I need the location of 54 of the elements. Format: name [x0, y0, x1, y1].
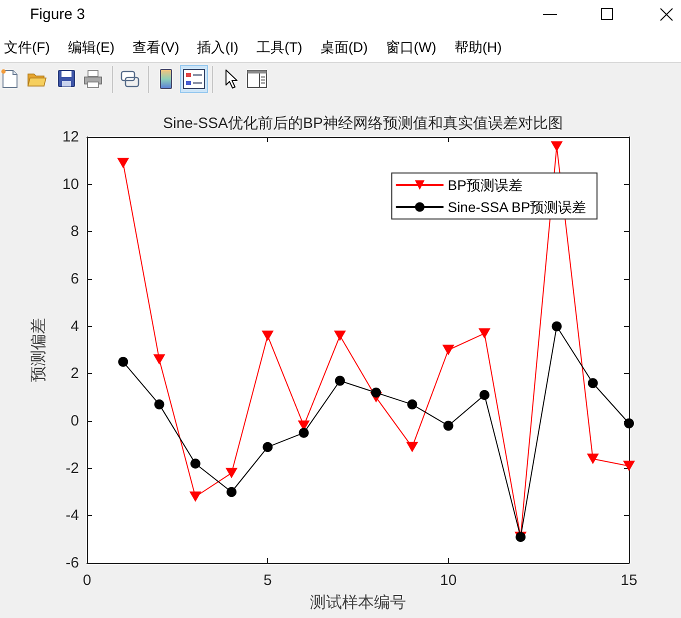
- point: [190, 458, 200, 469]
- point: [479, 390, 490, 400]
- y-tick-label: -4: [66, 507, 79, 524]
- legend-label: Sine-SSA BP预测误差: [448, 199, 586, 215]
- y-tick-label: 8: [70, 223, 79, 240]
- y-tick-label: 0: [70, 412, 79, 430]
- x-axis-title: 测试样本编号: [310, 594, 406, 612]
- point: [334, 330, 346, 341]
- text: 插入(I): [197, 38, 238, 57]
- x-tick-label: 15: [620, 572, 638, 589]
- point: [624, 418, 634, 428]
- point: [153, 354, 166, 365]
- y-tick-label: 6: [70, 270, 79, 288]
- point: [478, 328, 490, 339]
- point: [226, 487, 237, 497]
- point: [262, 442, 273, 452]
- point: [371, 388, 382, 398]
- y-tick-label: 10: [62, 176, 79, 193]
- text: 工具(T): [256, 38, 302, 57]
- x-tick-label: 0: [82, 572, 92, 589]
- point: [117, 158, 130, 168]
- caption: Figure 3: [30, 5, 86, 25]
- x-tick-label: 10: [440, 572, 457, 589]
- text: 桌面(D): [320, 38, 368, 57]
- y-tick-label: 12: [62, 128, 79, 146]
- point: [586, 454, 599, 464]
- point: [406, 442, 418, 452]
- chart-title: Sine-SSA优化前后的BP神经网络预测值和真实值误差对比图: [162, 115, 564, 132]
- point: [189, 492, 202, 502]
- legend-label: BP预测误差: [448, 177, 522, 193]
- y-tick-label: -2: [66, 460, 79, 477]
- point: [226, 468, 238, 478]
- point: [407, 399, 418, 410]
- point: [588, 378, 598, 388]
- text: 编辑(E): [68, 38, 115, 57]
- x-tick-label: 5: [263, 572, 272, 589]
- point: [443, 420, 454, 431]
- y-tick-label: -6: [66, 554, 79, 572]
- text: 查看(V): [132, 38, 180, 57]
- point: [552, 321, 562, 332]
- point: [442, 344, 454, 356]
- text: 文件(F): [4, 38, 50, 57]
- text: 帮助(H): [454, 38, 502, 57]
- y-tick-label: 4: [70, 318, 79, 335]
- point: [550, 141, 563, 152]
- point: [262, 330, 274, 341]
- text: 窗口(W): [386, 38, 436, 57]
- y-tick-label: 2: [70, 365, 79, 382]
- point: [154, 399, 164, 410]
- y-axis-title: 预测偏差: [30, 318, 48, 382]
- point: [298, 428, 309, 438]
- point: [334, 376, 345, 386]
- point: [623, 460, 635, 472]
- point: [118, 356, 128, 367]
